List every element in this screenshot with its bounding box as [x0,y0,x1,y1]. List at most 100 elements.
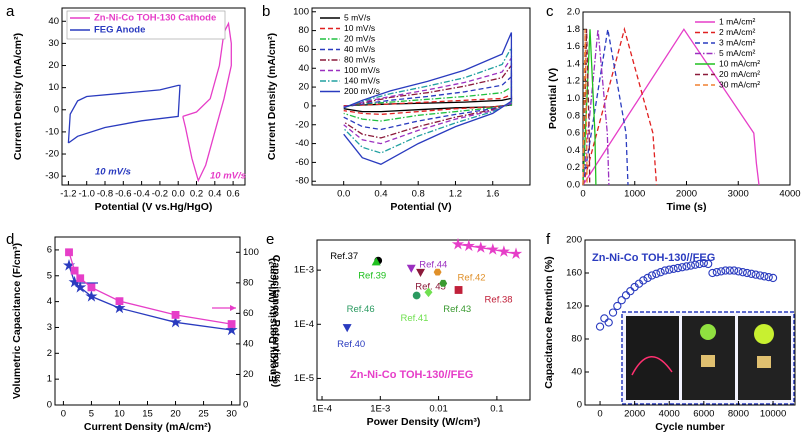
y-tick-label: -20 [295,119,309,130]
x-tick-label: -0.4 [133,189,149,200]
data-point [626,286,635,296]
y-tick-label: -20 [45,149,59,160]
y-axis-label: Current Density (mA/cm²) [266,33,278,160]
data-point [712,268,721,277]
y-tick-label: 0 [54,104,59,115]
series-line [182,21,232,183]
data-point [412,291,421,300]
legend-label: 2 mA/cm² [719,27,756,37]
y-tick-label: 20 [298,82,309,93]
data-point [760,272,769,281]
x-tick-label: 0.2 [190,189,203,200]
y-tick-label: 1.8 [567,24,580,35]
x-tick-label: 20 [170,409,181,420]
x-axis-label: Cycle number [655,421,724,433]
x-tick-label: 0.4 [208,189,221,200]
y-tick-label: 40 [298,63,309,74]
y-tick-label: 1E-4 [294,319,314,330]
data-point [474,241,487,253]
x-tick-label: 0.4 [374,189,387,200]
data-point [76,274,85,283]
inset-photos [621,311,795,405]
data-point [686,261,696,270]
annotation: 10 mV/s [210,171,246,182]
y-tick-label: 0.2 [567,162,580,173]
x-tick-label: -1.2 [60,189,76,200]
photo [626,316,679,400]
x-tick-label: 0.6 [226,189,239,200]
point-label: Ref.44 [419,259,447,270]
data-point [682,262,691,271]
point-label: Ref. 45 [415,282,446,293]
y-tick-label: 10 [48,82,59,93]
panel: c 0 1000 2000 3000 4000 0.0 0.2 0.4 0.6 0.8 1.0 1.2 1… [546,3,801,213]
x-tick-label: 10 [114,409,125,420]
data-point [747,269,756,278]
data-point [699,258,708,268]
data-point [738,268,747,277]
y-tick-label: 3 [47,322,52,333]
y-tick-label: 6 [47,244,52,255]
data-point [486,243,499,255]
legend-label: 80 mV/s [344,54,375,64]
y-tick-label: 20 [48,60,59,71]
x-axis-label: Current Density (mA/cm²) [84,421,211,433]
x-tick-label: 1.2 [449,189,462,200]
data-point [660,266,670,275]
data-point [695,259,704,269]
data-point [113,301,126,314]
x-tick-label: 5 [89,409,94,420]
y-tick-label: 0.0 [567,180,580,191]
y-tick-label: 120 [566,301,582,312]
data-point [656,268,665,277]
photo-detail [701,355,715,367]
data-point [171,310,180,319]
x-tick-label: 0.0 [172,189,185,200]
data-point [433,268,442,276]
x-axis-label: Power Density (W/cm³) [367,416,481,428]
data-point [708,268,717,278]
point-label: Ref.43 [443,304,471,315]
point-label: Ref.39 [358,271,386,282]
plot-frame [316,239,531,401]
y-tick-label: 30 [48,38,59,49]
legend-label: 20 mA/cm² [719,69,760,79]
data-point [227,320,236,328]
point-label: Ref.42 [458,273,486,284]
y2-tick-label: 100 [243,247,259,258]
data-point [454,286,463,294]
legend-label: 40 mV/s [344,44,375,54]
legend-label: 5 mA/cm² [719,48,756,58]
point-label: Ref.40 [337,339,365,350]
legend-label: 3 mA/cm² [719,37,756,47]
y-tick-label: 2 [47,348,52,359]
x-tick-label: 25 [198,409,209,420]
photo-detail [631,356,673,376]
data-point [704,259,713,269]
x-tick-label: 30 [226,409,237,420]
data-point [85,290,98,302]
legend-label: 1 mA/cm² [719,16,756,26]
data-point [755,271,765,280]
y-tick-label: 0 [304,100,309,111]
x-tick-label: 1E-3 [370,404,390,415]
point-label: Ref.38 [485,294,513,305]
data-point [439,279,448,287]
data-point [729,266,739,275]
data-point [87,283,96,292]
series-line [343,85,513,122]
x-tick-label: 4000 [779,189,800,200]
data-point [169,315,182,328]
y-tick-label: 2.0 [567,7,580,18]
x-tick-label: 1000 [624,189,645,200]
y-tick-label: 0.6 [567,128,580,139]
y2-tick-label: 80 [243,277,254,288]
y-axis-label: Volumetric Capacitance (F/cm³) [11,243,23,399]
data-point [604,318,613,327]
y2-tick-label: 0 [243,400,248,411]
y-tick-label: 160 [566,268,582,279]
data-point [608,308,618,317]
x-tick-label: 6000 [693,409,714,420]
legend-box [66,10,226,40]
x-tick-label: 15 [142,409,153,420]
